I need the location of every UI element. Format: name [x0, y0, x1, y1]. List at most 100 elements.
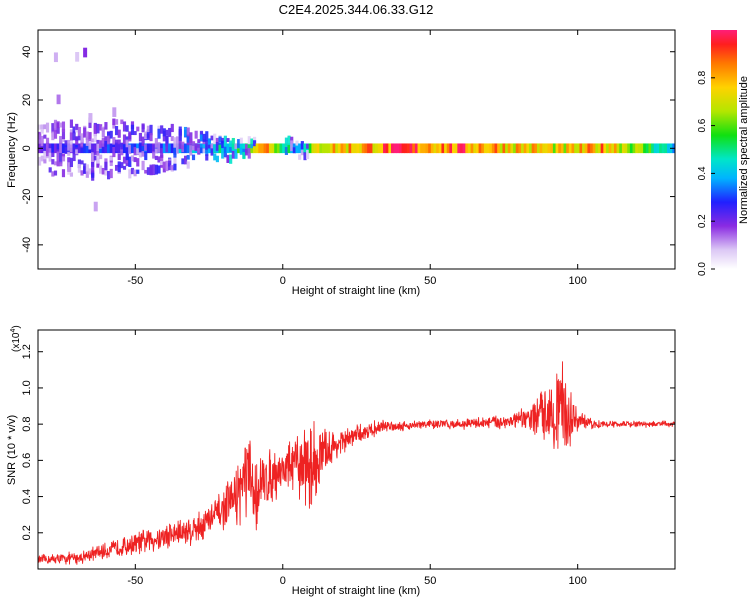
spectrogram-cell: [417, 143, 421, 154]
spectrogram-ytick-label: -20: [21, 189, 33, 205]
snr-ytick-label: 0.6: [21, 453, 33, 468]
spectrogram-cell: [88, 113, 93, 123]
colorbar-tick-label: 0.8: [697, 70, 708, 84]
spectrogram-cell: [117, 139, 121, 145]
spectrogram-cell: [547, 143, 551, 154]
spectrogram-cell: [250, 144, 254, 149]
colorbar-tick-label: 0.0: [697, 262, 708, 276]
spectrogram-cell: [314, 143, 318, 154]
spectrogram-cell: [53, 143, 57, 154]
spectrogram-cell: [141, 143, 145, 154]
spectrogram-cell: [375, 143, 379, 154]
spectrogram-cell: [194, 130, 198, 139]
spectrogram-cell: [51, 152, 55, 158]
spectrogram-cell: [605, 143, 610, 154]
spectrogram-cell: [441, 143, 445, 154]
spectrogram-cell: [141, 151, 145, 157]
spectrogram-cell: [77, 135, 81, 141]
spectrogram-cell: [454, 143, 458, 154]
spectrogram-cell: [80, 160, 84, 165]
spectrogram-cell: [56, 151, 60, 161]
spectrogram-cell: [462, 143, 466, 154]
spectrogram-cell: [629, 143, 633, 154]
spectrogram-cell: [128, 144, 132, 154]
spectrogram-cell: [199, 134, 204, 142]
spectrogram-cell: [122, 134, 127, 145]
spectrogram-cell: [460, 143, 464, 154]
spectrogram-cell: [637, 143, 641, 154]
spectrogram-cell: [96, 123, 100, 134]
spectrogram-cell: [64, 147, 68, 154]
spectrogram-cell: [43, 156, 47, 164]
spectrogram-cell: [176, 136, 180, 147]
spectrogram-cell: [274, 143, 278, 154]
spectrogram-cell: [513, 143, 517, 154]
snr-ylabel: SNR (10 * v/v): [6, 415, 18, 485]
spectrogram-cell: [109, 143, 113, 154]
spectrogram-cell: [446, 143, 450, 154]
spectrogram-cell: [571, 143, 575, 154]
spectrogram-cell: [213, 144, 217, 153]
spectrogram-cell: [210, 143, 214, 150]
spectrogram-cell: [205, 145, 209, 157]
spectrogram-cell: [221, 148, 225, 159]
spectrogram-cell: [499, 143, 503, 154]
spectrogram-cell: [75, 136, 79, 141]
spectrogram-cell: [136, 148, 140, 155]
spectrogram-cell: [229, 146, 233, 153]
spectrogram-cell: [215, 142, 219, 151]
spectrogram-cell: [231, 137, 235, 149]
spectrogram-cell: [120, 142, 124, 150]
spectrogram-cell: [162, 143, 166, 154]
spectrogram-cell: [383, 143, 387, 154]
spectrogram-cell: [43, 134, 47, 139]
spectrogram-cell: [125, 143, 129, 154]
spectrogram-cell: [128, 169, 132, 179]
colorbar-tick-label: 0.6: [697, 118, 708, 132]
spectrogram-cell: [104, 161, 108, 171]
spectrogram-cell: [582, 143, 586, 154]
spectrogram-cell: [242, 152, 246, 160]
spectrogram-cell: [144, 131, 148, 140]
spectrogram-cell: [130, 143, 134, 154]
spectrogram-cell: [133, 169, 137, 177]
spectrogram-cell: [552, 143, 556, 154]
spectrogram-cell: [420, 143, 424, 154]
spectrogram-cell: [189, 138, 193, 147]
spectrogram-cell: [252, 140, 257, 147]
spectrogram-cell: [146, 133, 150, 140]
spectrogram-cell: [107, 143, 111, 154]
spectrogram-cell: [64, 140, 68, 146]
spectrogram-cell: [91, 172, 95, 178]
snr-xtick-label: -50: [127, 575, 143, 587]
spectrogram-cell: [85, 131, 89, 141]
spectrogram-cell: [61, 121, 66, 133]
spectrogram-cell: [56, 156, 60, 167]
snr-scale-base: (x10: [11, 332, 22, 352]
spectrogram-cell: [144, 151, 148, 161]
spectrogram-cell: [51, 123, 55, 134]
spectrogram-cell: [122, 156, 127, 164]
spectrogram-cell: [93, 133, 97, 143]
spectrogram-cell: [59, 122, 63, 128]
spectrogram-cell: [635, 143, 639, 154]
spectrogram-cell: [205, 140, 209, 150]
spectrogram-cell: [430, 143, 434, 154]
spectrogram-cell: [69, 144, 74, 153]
spectrogram-cell: [48, 152, 52, 162]
spectrogram-x-ticks: -50 0 50 100: [127, 30, 587, 287]
spectrogram-cell: [136, 158, 140, 167]
spectrogram-cell: [165, 160, 169, 172]
spectrogram-cell: [114, 119, 119, 125]
spectrogram-cell: [56, 121, 60, 129]
spectrogram-cell: [154, 155, 158, 161]
spectrogram-cell: [53, 170, 58, 176]
spectrogram-cell: [149, 143, 153, 154]
spectrogram-cell: [608, 143, 612, 154]
spectrogram-cell: [160, 154, 164, 163]
spectrogram-cell: [138, 132, 143, 142]
spectrogram-cell: [574, 143, 578, 154]
spectrogram-cell: [470, 143, 474, 154]
spectrogram-cell: [91, 152, 96, 162]
snr-ytick-label: 1.2: [21, 344, 33, 359]
